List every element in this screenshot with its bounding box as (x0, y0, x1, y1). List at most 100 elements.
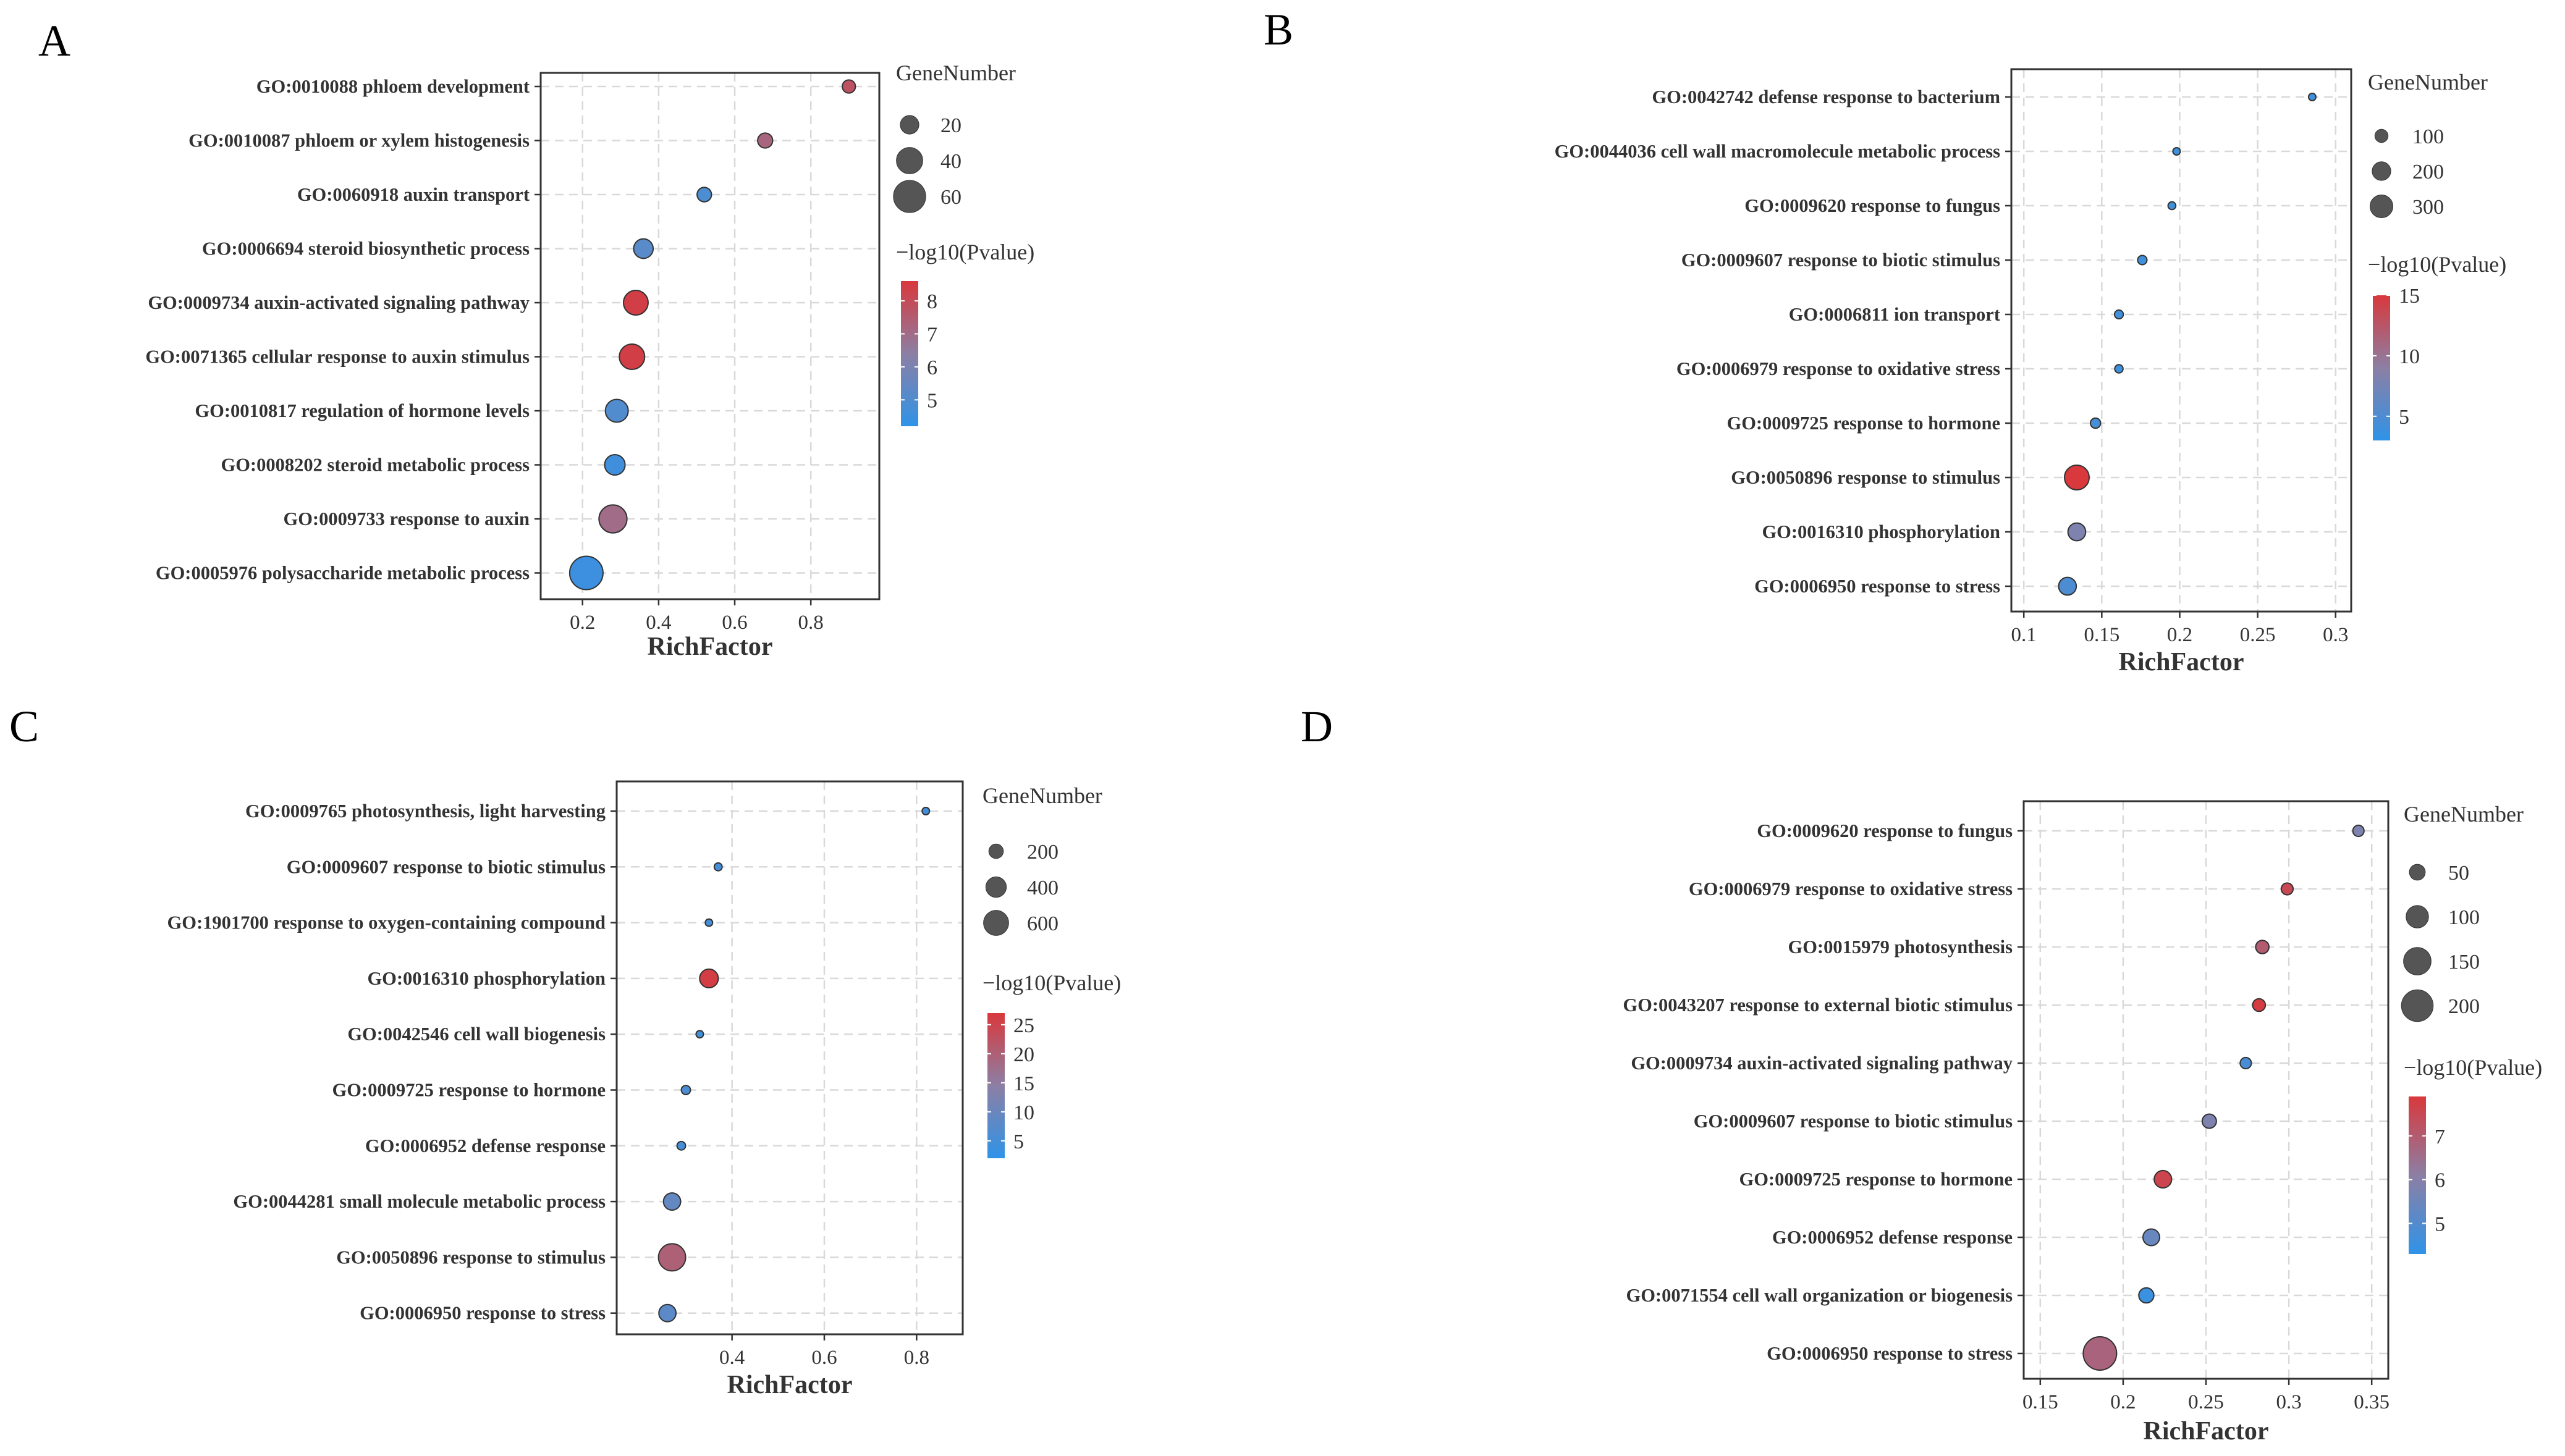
term-point[interactable] (2089, 417, 2102, 429)
size-legend-value: 600 (1027, 912, 1059, 935)
x-tick-label: 0.35 (2354, 1391, 2390, 1413)
term-label: GO:0008202 steroid metabolic process (221, 455, 530, 476)
panel-letter: A (38, 16, 70, 65)
term-label: GO:0009620 response to fungus (1757, 820, 2013, 841)
term-point[interactable] (2113, 309, 2124, 320)
term-point[interactable] (604, 398, 629, 423)
term-label: GO:0006952 defense response (1772, 1227, 2013, 1248)
x-axis-label: RichFactor (2144, 1417, 2269, 1445)
term-label: GO:0043207 response to external biotic s… (1623, 995, 2013, 1016)
term-point[interactable] (568, 555, 604, 591)
size-legend-value: 300 (2412, 196, 2444, 219)
term-point[interactable] (2082, 1336, 2118, 1371)
term-point[interactable] (2063, 465, 2090, 490)
term-point[interactable] (2167, 201, 2177, 211)
term-point[interactable] (699, 968, 719, 989)
term-label: GO:0010087 phloem or xylem histogenesis (188, 130, 530, 151)
term-label: GO:0044036 cell wall macromolecule metab… (1555, 141, 2001, 162)
term-point[interactable] (657, 1243, 687, 1272)
term-point[interactable] (2142, 1228, 2160, 1247)
term-point[interactable] (2280, 882, 2294, 896)
term-point[interactable] (633, 238, 654, 259)
term-point[interactable] (2239, 1056, 2252, 1070)
term-point[interactable] (696, 187, 712, 203)
x-tick-label: 0.2 (570, 612, 595, 634)
panel-b: B GO:0042742 defense response to bacteriu… (1264, 5, 2506, 676)
term-point[interactable] (2352, 824, 2365, 838)
size-legend-dot (2406, 905, 2429, 928)
size-legend-title: GeneNumber (2368, 70, 2488, 95)
term-label: GO:0006979 response to oxidative stress (1676, 358, 2000, 379)
term-point[interactable] (704, 918, 714, 927)
size-legend-value: 150 (2448, 951, 2480, 974)
size-legend-value: 100 (2412, 125, 2444, 148)
term-point[interactable] (619, 343, 646, 371)
term-point[interactable] (757, 132, 774, 149)
term-point[interactable] (2114, 364, 2124, 374)
x-tick-label: 0.3 (2323, 624, 2348, 646)
term-point[interactable] (2138, 1287, 2155, 1304)
term-point[interactable] (842, 79, 856, 94)
term-point[interactable] (2058, 576, 2077, 596)
x-axis-label: RichFactor (727, 1371, 853, 1399)
panel-letter: C (9, 702, 39, 751)
term-point[interactable] (658, 1303, 677, 1323)
term-label: GO:0009725 response to hormone (1739, 1169, 2013, 1190)
term-point[interactable] (622, 290, 649, 316)
term-label: GO:0010817 regulation of hormone levels (195, 400, 530, 421)
term-point[interactable] (2252, 998, 2267, 1012)
x-tick-label: 0.1 (2011, 624, 2037, 646)
term-label: GO:0009734 auxin-activated signaling pat… (148, 292, 530, 313)
color-legend-title: −log10(Pvalue) (982, 970, 1121, 995)
term-point[interactable] (2201, 1113, 2217, 1129)
term-label: GO:0006950 response to stress (1767, 1343, 2013, 1364)
size-legend-dot (985, 876, 1007, 898)
term-point[interactable] (2255, 940, 2270, 954)
term-point[interactable] (2153, 1169, 2173, 1189)
term-label: GO:1901700 response to oxygen-containing… (167, 912, 606, 933)
term-point[interactable] (604, 453, 626, 476)
term-label: GO:0009725 response to hormone (1726, 413, 2000, 434)
term-point[interactable] (2172, 147, 2181, 156)
colorbar (2373, 295, 2390, 440)
colorbar-tick-label: 5 (2399, 406, 2409, 429)
size-legend-dot (2372, 161, 2391, 181)
size-legend-dot (2403, 947, 2432, 975)
term-label: GO:0009607 response to biotic stimulus (287, 856, 606, 877)
color-legend-title: −log10(Pvalue) (896, 240, 1034, 264)
term-point[interactable] (2067, 522, 2087, 542)
term-point[interactable] (921, 807, 931, 815)
term-point[interactable] (2307, 93, 2317, 101)
size-legend-dot (983, 910, 1009, 936)
x-tick-label: 0.2 (2167, 624, 2192, 646)
size-legend-dot (2409, 864, 2426, 881)
term-point[interactable] (680, 1085, 691, 1095)
term-point[interactable] (2137, 255, 2148, 266)
colorbar-tick-label: 6 (2435, 1169, 2445, 1192)
term-point[interactable] (713, 862, 723, 872)
size-legend-value: 200 (2412, 161, 2444, 183)
term-label: GO:0009607 response to biotic stimulus (1694, 1111, 2013, 1132)
size-legend-title: GeneNumber (896, 61, 1016, 85)
term-label: GO:0006694 steroid biosynthetic process (202, 238, 530, 259)
term-label: GO:0060918 auxin transport (297, 184, 530, 205)
x-tick-label: 0.4 (719, 1347, 745, 1369)
term-label: GO:0009607 response to biotic stimulus (1681, 250, 2000, 271)
term-label: GO:0016310 phosphorylation (367, 968, 606, 989)
x-tick-label: 0.6 (722, 612, 747, 634)
term-label: GO:0071365 cellular response to auxin st… (145, 347, 530, 368)
color-legend-title: −log10(Pvalue) (2368, 252, 2506, 277)
size-legend-dot (896, 147, 923, 174)
x-tick-label: 0.6 (811, 1347, 837, 1369)
term-point[interactable] (676, 1140, 687, 1151)
term-point[interactable] (598, 504, 628, 534)
size-legend-value: 200 (1027, 841, 1059, 864)
panel-a: A GO:0010088 phloem development GO:0010087… (38, 16, 1034, 661)
term-point[interactable] (695, 1030, 704, 1039)
term-label: GO:0009734 auxin-activated signaling pat… (1631, 1053, 2013, 1074)
term-label: GO:0006950 response to stress (360, 1303, 606, 1324)
term-point[interactable] (662, 1192, 682, 1211)
x-tick-label: 0.4 (646, 612, 671, 634)
term-label: GO:0005976 polysaccharide metabolic proc… (156, 563, 530, 584)
term-label: GO:0006979 response to oxidative stress (1689, 878, 2013, 899)
